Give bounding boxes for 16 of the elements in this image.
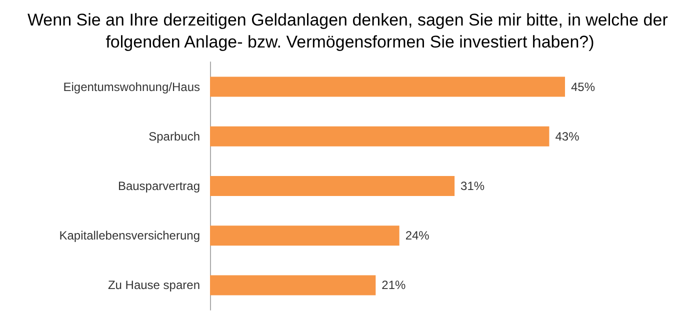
chart-title: Wenn Sie an Ihre derzeitigen Geldanlagen denken, sagen Sie mir bitte, in welche der folgenden Anlage- bzw. Vermögensformen Sie investiert haben?) — [27, 10, 673, 52]
data-label: 45% — [571, 80, 596, 94]
bar — [210, 76, 565, 97]
bar — [210, 126, 550, 146]
y-tick-label: Kapitallebensversicherung — [59, 228, 200, 243]
y-tick-label: Zu Hause sparen — [108, 278, 200, 292]
bar — [210, 275, 376, 296]
bar — [210, 176, 455, 196]
y-tick-label: Eigentumswohnung/Haus — [63, 80, 200, 94]
data-label: 24% — [405, 228, 430, 243]
bar — [210, 226, 400, 246]
data-label: 43% — [555, 129, 580, 144]
y-tick-label: Sparbuch — [148, 129, 200, 144]
data-label: 21% — [382, 278, 406, 292]
data-label: 31% — [460, 179, 485, 193]
y-tick-label: Bausparvertrag — [118, 179, 200, 193]
